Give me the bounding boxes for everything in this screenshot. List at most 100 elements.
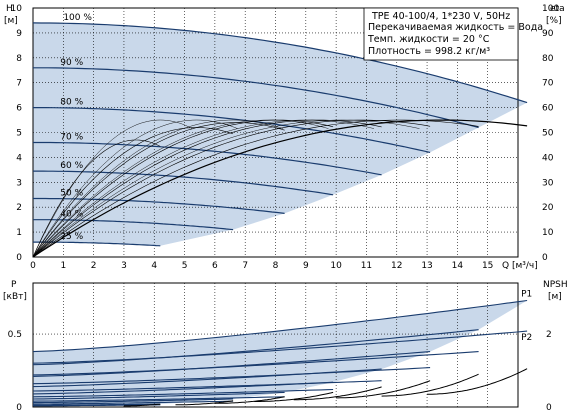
eta-tick-label: 100: [542, 4, 559, 14]
head-y-tick-label: 2: [16, 203, 22, 213]
eta-tick-label: 40: [542, 153, 554, 163]
speed-label: 100 %: [63, 13, 92, 23]
npsh-curve: [293, 386, 382, 401]
head-y-tick-label: 3: [16, 178, 22, 188]
p2-curve: [33, 404, 161, 407]
eta-curve: [32, 127, 234, 258]
eta-curve: [32, 119, 479, 258]
eta-curve: [32, 119, 382, 258]
npsh-axis-unit: [м]: [548, 292, 562, 302]
speed-label: 50 %: [60, 188, 83, 198]
head-y-tick-label: 8: [16, 54, 22, 64]
head-axis-title: H: [6, 4, 13, 14]
eta-tick-label: 20: [542, 203, 554, 213]
x-tick-label: 15: [482, 261, 493, 271]
p2-label: P2: [521, 333, 532, 343]
info-model: TPE 40-100/4, 1*230 V, 50Hz: [371, 11, 510, 22]
head-curve-70pct: [33, 141, 382, 176]
eta-tick-label: 70: [542, 79, 554, 89]
eta-curve-thin: [32, 119, 329, 258]
head-y-tick-label: 0: [16, 253, 22, 263]
npsh-curve: [336, 380, 431, 399]
head-y-tick-label: 5: [16, 129, 22, 139]
x-tick-label: 7: [242, 261, 248, 271]
eta-curve-thin: [32, 119, 420, 258]
p2-curve: [32, 351, 479, 376]
npsh-curve: [123, 403, 161, 407]
head-curve-100pct: [32, 22, 528, 104]
head-y-tick-label: 4: [16, 153, 22, 163]
eta-tick-label: 80: [542, 54, 554, 64]
x-tick-label: 12: [391, 261, 402, 271]
npsh-axis-title: NPSH: [543, 280, 568, 290]
npsh-curve: [381, 373, 479, 397]
x-tick-label: 13: [421, 261, 432, 271]
x-tick-label: 14: [452, 261, 464, 271]
npsh-curve: [427, 368, 528, 395]
eta-curve-thin: [32, 119, 375, 258]
x-tick-label: 3: [121, 261, 127, 271]
p1-curve: [32, 299, 528, 353]
x-tick-label: 2: [91, 261, 97, 271]
head-y-tick-label: 1: [16, 228, 22, 238]
head-plot-frame: [32, 7, 519, 258]
x-tick-label: 4: [151, 261, 157, 271]
eta-tick-label: 60: [542, 104, 554, 114]
speed-label: 40 %: [60, 210, 83, 220]
eta-curve: [32, 122, 285, 258]
power-axis-title: P: [11, 280, 17, 290]
head-y-tick-label: 6: [16, 104, 22, 114]
power-y-tick-label: 0: [16, 403, 22, 413]
power-y-tick-label: 0.5: [8, 330, 22, 340]
x-axis-label: Q [м³/ч]: [502, 261, 538, 271]
x-tick-label: 10: [330, 261, 342, 271]
power-axis-unit: [кВт]: [3, 292, 27, 302]
info-density: Плотность = 998.2 кг/м³: [368, 46, 490, 57]
p1-curve: [32, 329, 479, 366]
p2-curve: [32, 396, 285, 402]
head-curve-25pct: [33, 241, 161, 247]
eta-tick-label: 10: [542, 228, 554, 238]
eta-axis-title: eta: [550, 4, 565, 14]
info-fluid: Перекачиваемая жидкость = Вода: [368, 22, 543, 33]
head-y-tick-label: 7: [16, 79, 22, 89]
info-temperature: Темп. жидкости = 20 °C: [367, 34, 490, 45]
speed-label: 60 %: [60, 161, 83, 171]
eta-curve-thin: [32, 119, 284, 258]
eta-curve-thin: [32, 119, 193, 258]
eta-tick-label: 90: [542, 29, 554, 39]
x-tick-label: 8: [273, 261, 279, 271]
x-tick-label: 1: [60, 261, 66, 271]
eta-curve: [32, 119, 431, 258]
p1-curve: [33, 403, 161, 406]
x-tick-label: 6: [212, 261, 218, 271]
npsh-curve: [175, 400, 234, 406]
p1-curve: [32, 391, 285, 400]
npsh-curve: [254, 391, 334, 402]
head-curve-60pct: [33, 170, 334, 196]
eta-curve: [32, 139, 161, 258]
eta-curve: [32, 119, 334, 258]
power-plot-frame: [32, 282, 519, 408]
eta-axis-unit: [%]: [546, 16, 562, 26]
npsh-tick-label: 2: [546, 330, 552, 340]
npsh-tick-label: 0: [546, 403, 552, 413]
p2-curve: [32, 367, 431, 385]
head-y-tick-label: 10: [11, 4, 23, 14]
p2-curve: [32, 388, 334, 398]
p2-curve: [32, 380, 382, 392]
head-curve-40pct: [33, 219, 234, 231]
x-tick-label: 11: [361, 261, 372, 271]
x-tick-label: 5: [182, 261, 188, 271]
head-curve-90pct: [33, 67, 479, 129]
speed-label: 90 %: [60, 58, 83, 68]
head-axis-unit: [м]: [4, 16, 18, 26]
head-y-tick-label: 9: [16, 29, 22, 39]
head-curve-80pct: [33, 107, 431, 153]
eta-curve-thin: [32, 119, 238, 258]
x-tick-label: 9: [303, 261, 309, 271]
info-box: [363, 7, 519, 61]
p2-curve: [33, 400, 234, 405]
